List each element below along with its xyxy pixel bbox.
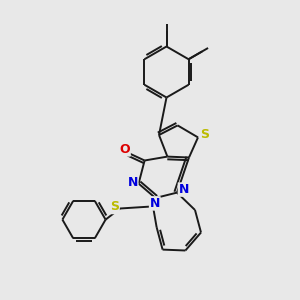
Text: S: S xyxy=(110,200,119,214)
Text: N: N xyxy=(178,183,189,196)
Text: N: N xyxy=(150,197,160,210)
Text: S: S xyxy=(200,128,209,142)
Text: N: N xyxy=(128,176,138,190)
Text: O: O xyxy=(119,143,130,156)
